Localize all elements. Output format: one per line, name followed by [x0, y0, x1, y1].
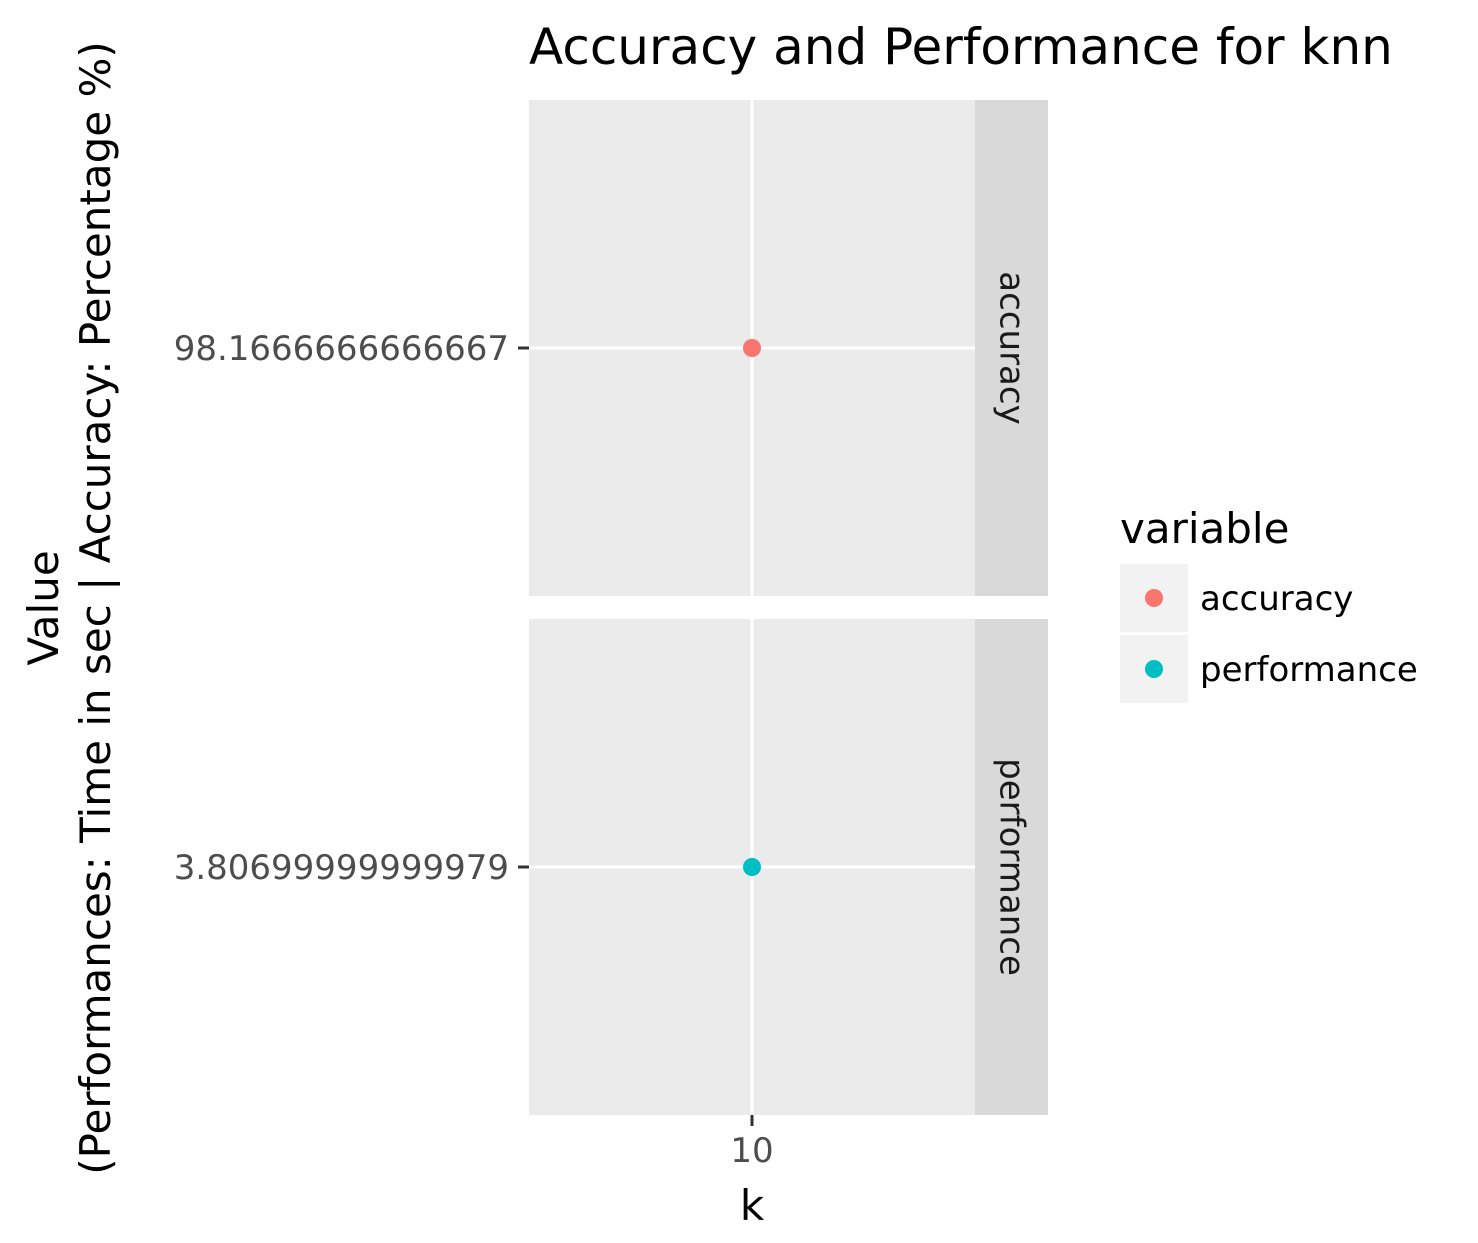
data-point-accuracy: [743, 339, 761, 357]
facet-strip-label: accuracy: [992, 271, 1032, 424]
y-tick-label: 3.80699999999979: [174, 848, 509, 888]
chart-title: Accuracy and Performance for knn: [529, 18, 1393, 76]
x-axis-label: k: [740, 1181, 765, 1230]
data-point-performance: [743, 858, 761, 876]
legend-item-accuracy: accuracy: [1120, 564, 1353, 632]
y-axis-label-line-2: (Performances: Time in sec | Accuracy: P…: [71, 41, 120, 1174]
legend-marker: [1145, 589, 1163, 607]
facet-strip-label: performance: [992, 758, 1032, 976]
legend: accuracy performance: [1120, 564, 1418, 703]
facet-performance: performance 3.80699999999979: [174, 619, 1048, 1115]
legend-marker: [1145, 660, 1163, 678]
x-axis: 10: [730, 1115, 774, 1171]
facet-strip: [975, 100, 1048, 596]
facet-strip: [975, 619, 1048, 1115]
y-axis-label-line-1: Value: [19, 550, 68, 665]
legend-label: performance: [1200, 650, 1418, 690]
y-tick-label: 98.1666666666667: [174, 329, 509, 369]
facet-accuracy: accuracy 98.1666666666667: [174, 100, 1048, 596]
facet-panels: accuracy 98.1666666666667 performance 3.806…: [174, 100, 1048, 1115]
legend-item-performance: performance: [1120, 635, 1418, 703]
legend-title: variable: [1120, 504, 1289, 553]
x-tick-label: 10: [730, 1131, 773, 1171]
legend-label: accuracy: [1200, 579, 1353, 619]
